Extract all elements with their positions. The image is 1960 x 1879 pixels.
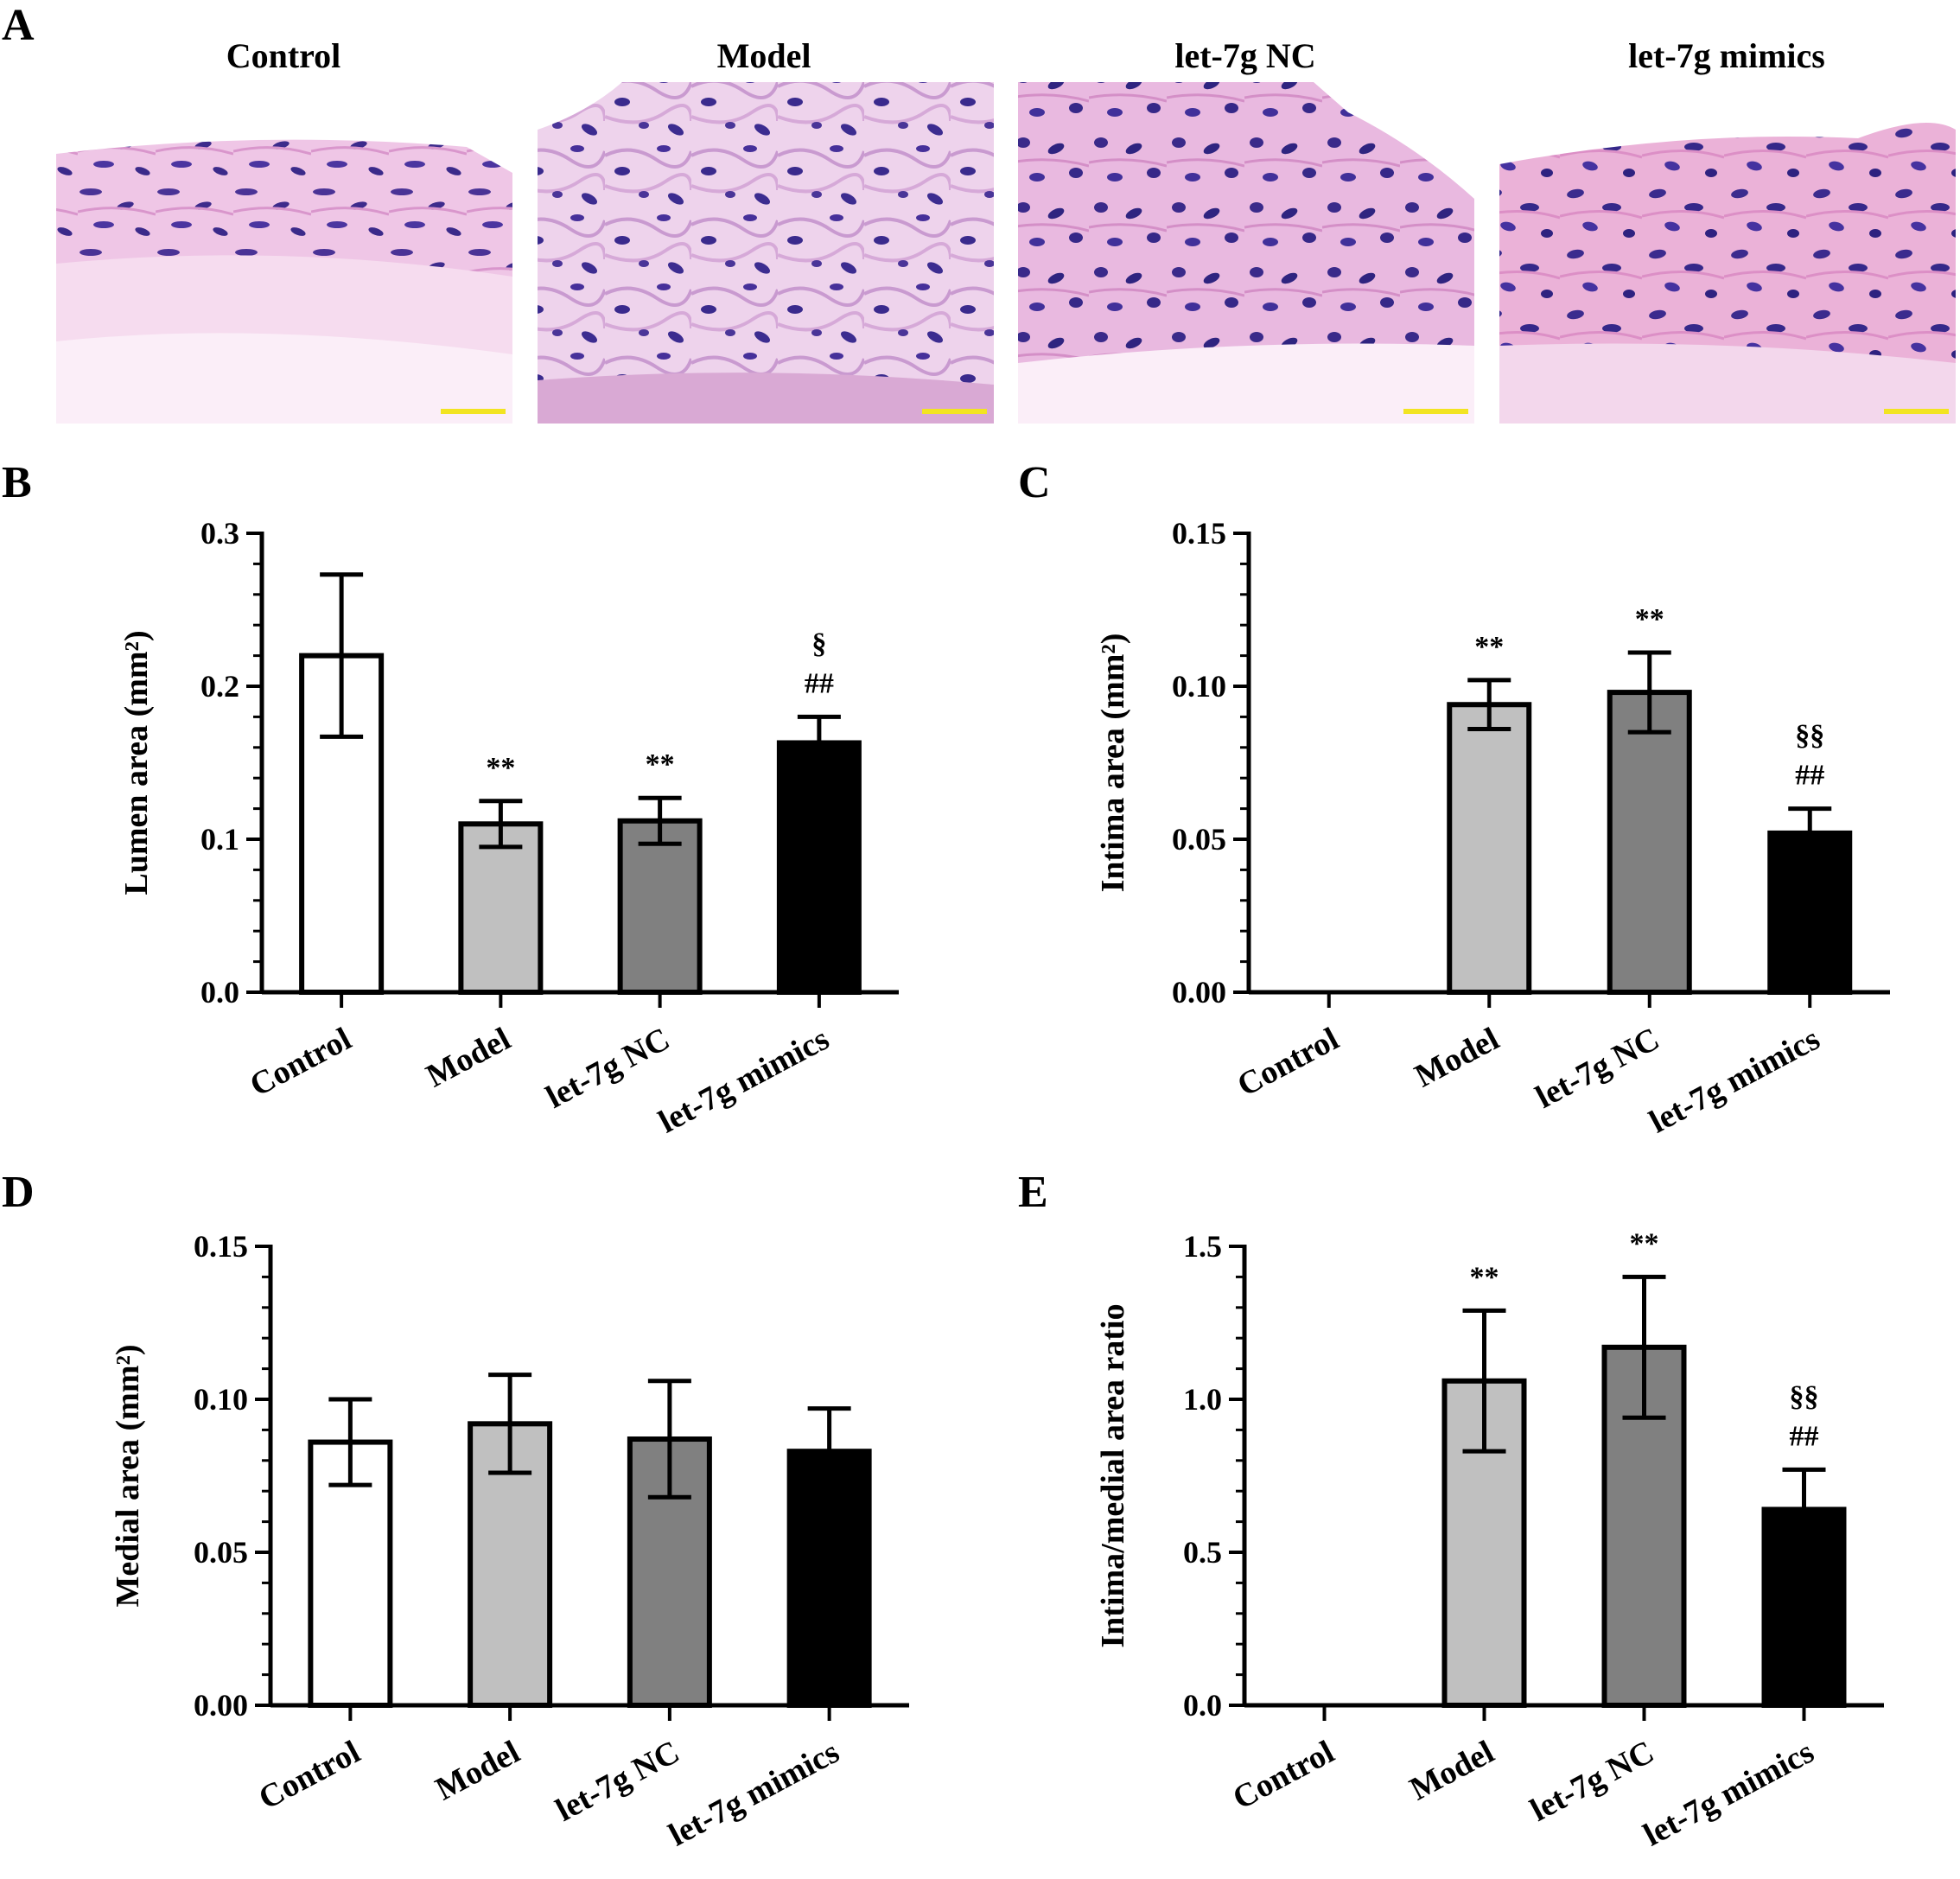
y-tick-label: 1.5	[1183, 1229, 1222, 1264]
panel-letter: C	[1018, 458, 1051, 507]
significance-label: **	[646, 748, 675, 780]
significance-label: ##	[1795, 760, 1824, 792]
x-tick-label: let-7g mimics	[652, 1021, 835, 1141]
x-tick-label: Model	[1404, 1734, 1500, 1808]
x-tick-label: let-7g mimics	[1638, 1734, 1820, 1854]
bar	[458, 821, 544, 995]
panel-letter: B	[2, 458, 32, 507]
y-axis-label: Intima/medial area ratio	[1095, 1303, 1131, 1647]
image-title-nc: let-7g NC	[1174, 36, 1315, 75]
y-tick-label: 1.0	[1183, 1382, 1222, 1417]
x-tick-label: Control	[1231, 1021, 1345, 1104]
x-tick-label: let-7g NC	[540, 1021, 676, 1116]
x-tick-label: Control	[244, 1021, 357, 1104]
x-tick-label: let-7g mimics	[663, 1734, 845, 1854]
x-tick-label: let-7g mimics	[1644, 1021, 1826, 1141]
histology-image-mimics: let-7g mimics	[1499, 36, 1956, 424]
bar	[1761, 1506, 1847, 1708]
y-tick-label: 0.15	[194, 1229, 248, 1264]
significance-label: **	[1630, 1227, 1659, 1259]
bar	[1607, 690, 1692, 996]
x-tick-label: let-7g NC	[1530, 1021, 1665, 1116]
y-tick-label: 0.3	[200, 516, 239, 551]
chart-panel-e: E Intima/medial area ratio 0.0 0.5 1.0 1.5 Con…	[1018, 1168, 1884, 1853]
scale-bar	[922, 409, 987, 414]
chart-panel-d: D Medial area (mm²) 0.00 0.05 0.10 0.15 Contro…	[2, 1168, 909, 1853]
histology-image-control: Control	[56, 36, 512, 424]
panel-letter: D	[2, 1168, 35, 1217]
significance-label: §§	[1790, 1380, 1819, 1412]
significance-label: ##	[805, 667, 834, 699]
x-tick-label: Control	[1227, 1734, 1340, 1817]
y-tick-label: 0.1	[200, 822, 239, 857]
y-tick-label: 0.05	[194, 1535, 248, 1570]
y-tick-label: 0.00	[194, 1688, 248, 1723]
bar	[617, 818, 703, 996]
bar	[1601, 1344, 1687, 1708]
bar	[468, 1421, 553, 1708]
significance-label: **	[486, 752, 515, 784]
y-tick-label: 0.10	[1172, 669, 1226, 704]
histology-image-nc: let-7g NC	[1018, 36, 1474, 424]
y-tick-label: 0.0	[1183, 1688, 1222, 1723]
bar	[1447, 702, 1532, 995]
image-title-control: Control	[226, 36, 341, 75]
y-tick-label: 0.10	[194, 1382, 248, 1417]
image-title-mimics: let-7g mimics	[1628, 36, 1825, 75]
x-tick-label: Model	[1409, 1021, 1505, 1095]
y-tick-label: 0.05	[1172, 822, 1226, 857]
chart-panel-b: B Lumen area (mm²) 0.0 0.1 0.2 0.3 Control ** Mo…	[2, 458, 899, 1140]
image-title-model: Model	[717, 36, 811, 75]
significance-label: §	[811, 627, 826, 659]
significance-label: **	[1635, 603, 1664, 635]
y-axis-label: Lumen area (mm²)	[118, 630, 155, 895]
scale-bar	[441, 409, 506, 414]
y-tick-label: 0.00	[1172, 975, 1226, 1010]
x-tick-label: Control	[253, 1734, 366, 1817]
panel-a-letter: A	[2, 1, 35, 50]
significance-label: §§	[1795, 720, 1824, 752]
histology-image-model: Model	[538, 36, 994, 424]
chart-panel-c: C Intima area (mm²) 0.00 0.05 0.10 0.15 Contro…	[1018, 458, 1890, 1140]
significance-label: ##	[1790, 1420, 1819, 1452]
y-tick-label: 0.2	[200, 669, 239, 704]
x-tick-label: let-7g NC	[1524, 1734, 1660, 1829]
panel-letter: E	[1018, 1168, 1048, 1217]
x-tick-label: Model	[430, 1734, 525, 1808]
y-axis-label: Intima area (mm²)	[1095, 634, 1131, 893]
y-tick-label: 0.15	[1172, 516, 1226, 551]
x-tick-label: Model	[421, 1021, 517, 1095]
significance-label: **	[1470, 1261, 1499, 1293]
scale-bar	[1884, 409, 1949, 414]
y-axis-label: Medial area (mm²)	[110, 1344, 146, 1607]
y-tick-label: 0.5	[1183, 1535, 1222, 1570]
x-tick-label: let-7g NC	[550, 1734, 685, 1829]
y-tick-label: 0.0	[200, 975, 239, 1010]
scale-bar	[1403, 409, 1468, 414]
significance-label: **	[1474, 631, 1504, 663]
bar	[776, 740, 862, 995]
